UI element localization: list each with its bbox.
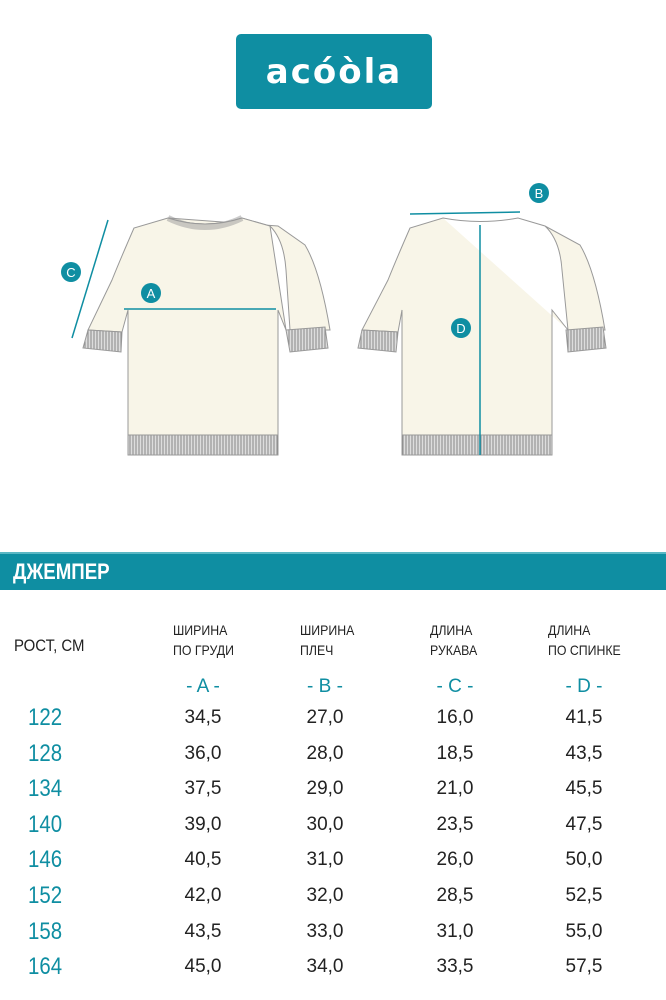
svg-text:D: D [456,321,465,336]
measure-value: 39,0 [184,813,222,835]
measure-value: 40,5 [184,849,222,871]
col-header-b: ШИРИНА ПЛЕЧ [300,622,355,658]
svg-text:C: C [66,265,75,280]
brand-logo: acóòla [236,34,432,109]
product-title-banner: ДЖЕМПЕР [0,552,666,590]
measure-value: 37,5 [184,778,222,800]
measure-value: 26,0 [436,849,474,871]
measure-value: 32,0 [306,885,344,906]
measure-value: 18,5 [436,742,474,764]
table-row: 134 37,5 29,0 21,0 45,5 [0,775,666,805]
measure-value: 42,0 [184,885,222,906]
height-value: 122 [28,704,63,731]
label-b [529,183,549,203]
garment-diagram: A C B D [61,183,607,456]
height-value: 128 [28,739,63,767]
measure-value: 47,5 [565,813,603,835]
measure-value: 28,5 [436,885,474,906]
table-row: 164 45,0 34,0 33,5 57,5 [0,953,666,983]
measure-value: 31,0 [436,920,474,942]
measure-value: 34,5 [184,707,222,728]
measure-value: 52,5 [565,885,603,906]
label-c [61,262,81,282]
table-row: 146 40,5 31,0 26,0 50,0 [0,846,666,876]
product-title: ДЖЕМПЕР [13,559,110,584]
front-view: A C [61,215,331,456]
svg-text:B: B [535,186,544,201]
measure-value: 43,5 [184,920,222,942]
measure-value: 45,0 [184,956,222,978]
back-view: B D [357,183,607,456]
table-row: 152 42,0 32,0 28,5 52,5 [0,882,666,912]
table-row: 158 43,5 33,0 31,0 55,0 [0,918,666,948]
col-header-a: ШИРИНА ПО ГРУДИ [173,622,234,658]
measure-value: 43,5 [565,742,603,764]
measure-value: 50,0 [565,849,603,871]
measure-value: 41,5 [565,707,603,728]
measure-value: 29,0 [306,778,344,800]
height-value: 134 [28,775,63,803]
measure-value: 27,0 [306,707,344,728]
col-header-c: ДЛИНА РУКАВА [430,622,478,658]
measure-value: 57,5 [565,956,603,978]
measure-value: 30,0 [306,813,344,835]
height-value: 140 [28,810,63,838]
measure-value: 33,5 [436,956,474,978]
table-row: 122 34,5 27,0 16,0 41,5 [0,704,666,734]
col-letter-c: - C - [436,676,474,697]
col-letter-d: - D - [565,676,603,697]
height-header: РОСТ, СМ [14,636,85,655]
measure-value: 28,0 [306,742,344,764]
col-header-d: ДЛИНА ПО СПИНКЕ [548,622,621,658]
col-letter-b: - B - [307,676,343,697]
col-letter-a: - A - [186,676,220,697]
measure-value: 33,0 [306,920,344,942]
label-d [451,318,471,338]
measure-value: 23,5 [436,813,474,835]
table-row: 140 39,0 30,0 23,5 47,5 [0,811,666,841]
measure-value: 16,0 [436,707,474,728]
measure-value: 31,0 [306,849,344,871]
measure-value: 45,5 [565,778,603,800]
logo-text: acóòla [265,51,403,92]
table-row: 128 36,0 28,0 18,5 43,5 [0,740,666,770]
height-value: 146 [28,846,63,874]
measure-value: 36,0 [184,742,222,764]
label-a [141,283,161,303]
height-value: 152 [28,882,63,909]
measure-value: 55,0 [565,920,603,942]
measure-value: 21,0 [436,778,474,800]
height-value: 164 [28,953,63,981]
height-value: 158 [28,917,63,945]
svg-text:A: A [147,286,156,301]
measure-value: 34,0 [306,956,344,978]
